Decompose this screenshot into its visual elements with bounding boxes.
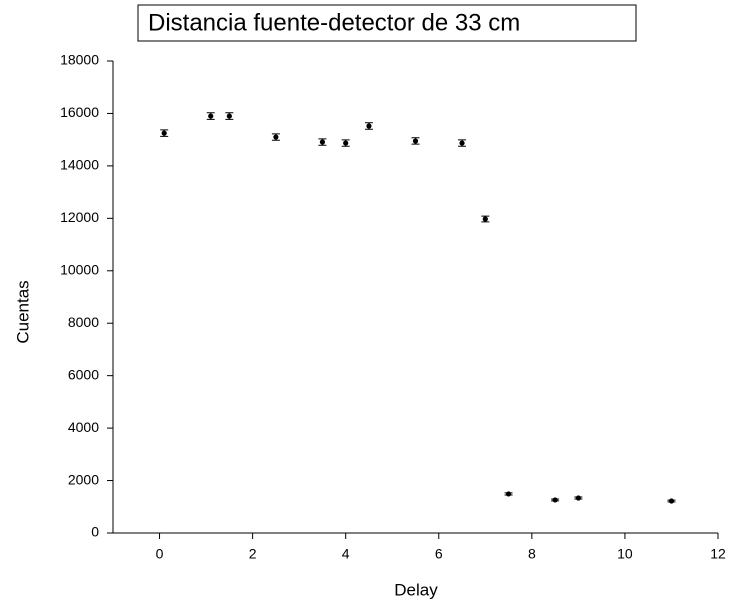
x-tick-label: 4 — [342, 546, 350, 562]
y-tick-label: 6000 — [68, 366, 99, 382]
data-point — [552, 497, 558, 503]
data-point — [482, 216, 488, 222]
data-point — [208, 113, 214, 119]
data-point — [319, 139, 326, 145]
title-box — [137, 4, 637, 42]
chart-title: Distancia fuente-detector de 33 cm — [148, 9, 520, 36]
data-point — [226, 113, 232, 119]
data-point — [161, 130, 167, 136]
data-point — [668, 498, 675, 504]
y-tick-label: 4000 — [68, 419, 99, 435]
data-point — [366, 123, 372, 129]
x-tick-label: 8 — [528, 546, 536, 562]
x-axis-label: Delay — [394, 580, 438, 599]
x-tick-label: 2 — [249, 546, 257, 562]
y-axis-label: Cuentas — [13, 280, 32, 343]
y-tick-label: 10000 — [60, 261, 99, 277]
x-tick-label: 6 — [435, 546, 443, 562]
y-tick-label: 0 — [91, 524, 99, 540]
data-point — [273, 134, 279, 140]
y-tick-label: 18000 — [60, 52, 99, 68]
y-tick-label: 12000 — [60, 209, 99, 225]
data-point — [459, 140, 465, 146]
y-tick-label: 8000 — [68, 314, 99, 330]
x-tick-label: 10 — [617, 546, 633, 562]
x-tick-label: 0 — [156, 546, 164, 562]
y-tick-label: 2000 — [68, 471, 99, 487]
x-tick-label: 12 — [710, 546, 726, 562]
data-point — [343, 140, 349, 146]
data-point — [412, 138, 419, 144]
data-point — [505, 491, 512, 497]
y-tick-label: 14000 — [60, 157, 99, 173]
data-point — [575, 495, 581, 501]
y-tick-label: 16000 — [60, 104, 99, 120]
